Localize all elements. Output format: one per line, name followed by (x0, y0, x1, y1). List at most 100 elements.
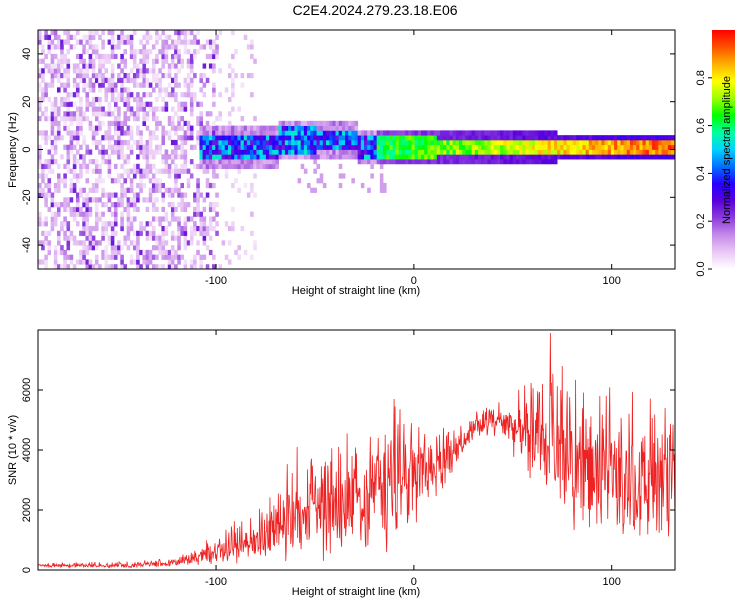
spectrogram-cell (531, 144, 536, 150)
spectrogram-cell (345, 130, 349, 136)
spectrogram-cell (158, 221, 162, 227)
spectrogram-cell (515, 159, 520, 165)
spectrogram-cell (208, 125, 213, 131)
spectrogram-cell (496, 130, 501, 136)
spectrogram-cell (544, 154, 548, 160)
spectrogram-cell (386, 130, 390, 136)
spectrogram-cell (243, 163, 248, 170)
spectrogram-cell (525, 154, 530, 160)
spectrogram-cell (465, 154, 469, 160)
spectrogram-cell (348, 125, 352, 131)
spectrogram-cell (44, 235, 48, 241)
spectrogram-cell (576, 144, 580, 150)
spectrogram-cell (449, 135, 454, 141)
spectrogram-cell (253, 159, 257, 165)
spectrogram-cell (468, 130, 473, 136)
spectrogram-cell (563, 149, 567, 155)
spectrogram-cell (142, 173, 147, 179)
spectrogram-cell (75, 120, 80, 126)
spectrogram-cell (595, 135, 599, 141)
spectrogram-cell (88, 87, 93, 93)
spectrogram-cell (202, 149, 207, 155)
spectrogram-cell (522, 149, 526, 155)
spectrogram-cell (455, 130, 460, 136)
spectrogram-cell (481, 154, 485, 160)
spectrogram-cell (136, 68, 140, 74)
spectrogram-cell (53, 111, 58, 117)
spectrogram-cell (155, 178, 159, 184)
spectrogram-cell (392, 130, 397, 136)
spectrogram-cell (550, 154, 555, 160)
spectrogram-cell (132, 202, 137, 208)
spectrogram-cell (98, 68, 102, 74)
spectrogram-cell (604, 154, 609, 160)
spectrogram-cell (66, 225, 71, 232)
spectrogram-cell (158, 235, 162, 241)
spectrogram-cell (180, 154, 184, 160)
spectrogram-cell (212, 225, 216, 232)
spectrogram-cell (310, 120, 314, 126)
spectrogram-cell (240, 149, 245, 155)
spectrogram-cell (94, 53, 99, 60)
spectrogram-cell (126, 154, 131, 160)
spectrogram-cell (139, 73, 143, 79)
spectrogram-cell (481, 130, 485, 136)
spectrogram-cell (151, 135, 156, 141)
spectrogram-cell (417, 149, 422, 155)
spectrogram-cell (110, 92, 115, 98)
spectrogram-cell (506, 154, 511, 160)
spectrogram-cell (310, 125, 314, 131)
spectrogram-cell (145, 58, 150, 64)
spectrogram-cell (193, 39, 197, 45)
spectrogram-cell (275, 125, 279, 131)
spectrogram-cell (91, 106, 96, 112)
spectrogram-cell (601, 144, 605, 150)
spectrogram-cell (335, 125, 340, 131)
spectrogram-cell (215, 125, 219, 131)
spectrogram-x-axis-label: Height of straight line (km) (292, 285, 420, 297)
spectrogram-cell (598, 149, 602, 155)
spectrogram-cell (170, 216, 175, 222)
spectrogram-cell (221, 159, 226, 165)
spectrogram-cell (139, 225, 143, 232)
spectrogram-cell (53, 96, 58, 103)
spectrogram-cell (123, 154, 128, 160)
spectrogram-cell (617, 149, 621, 155)
spectrogram-cell (636, 135, 640, 141)
spectrogram-cell (107, 197, 112, 203)
spectrogram-cell (386, 135, 390, 141)
spectrogram-cell (117, 111, 121, 117)
spectrogram-cell (370, 139, 374, 146)
spectrogram-cell (145, 259, 150, 265)
spectrogram-cell (56, 73, 61, 79)
spectrogram-cell (215, 192, 219, 198)
spectrogram-cell (212, 163, 216, 170)
spectrogram-cell (553, 154, 558, 160)
spectrogram-cell (398, 135, 403, 141)
spectrogram-cell (47, 116, 52, 122)
spectrogram-cell (38, 130, 42, 136)
spectrogram-cell (53, 264, 58, 269)
spectrogram-cell (503, 135, 507, 141)
spectrogram-cell (180, 225, 184, 232)
spectrogram-cell (120, 87, 124, 93)
spectrogram-cell (120, 120, 124, 126)
spectrogram-cell (484, 149, 488, 155)
spectrogram-cell (582, 149, 586, 155)
spectrogram-cell (101, 149, 105, 155)
spectrogram-cell (161, 39, 166, 45)
spectrogram-cell (120, 125, 124, 131)
spectrogram-cell (370, 135, 374, 141)
spectrogram-cell (139, 82, 143, 88)
spectrogram-cell (208, 149, 213, 155)
spectrogram-cell (53, 73, 58, 79)
spectrogram-cell (177, 30, 181, 36)
spectrogram-cell (110, 68, 115, 74)
spectrogram-cell (117, 92, 121, 98)
spectrogram-cell (110, 73, 115, 79)
spectrogram-cell (522, 130, 526, 136)
spectrogram-cell (582, 154, 586, 160)
spectrogram-cell (94, 111, 99, 117)
spectrogram-cell (477, 135, 482, 141)
spectrogram-cell (186, 182, 191, 189)
